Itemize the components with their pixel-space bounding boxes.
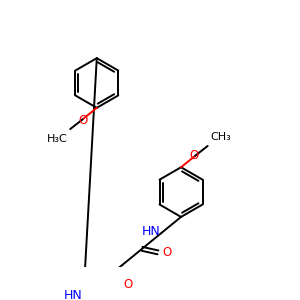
Text: HN: HN xyxy=(64,290,82,300)
Text: HN: HN xyxy=(142,226,161,238)
Text: CH₃: CH₃ xyxy=(210,132,231,142)
Text: O: O xyxy=(162,246,172,259)
Text: O: O xyxy=(79,114,88,127)
Text: O: O xyxy=(123,278,133,291)
Text: O: O xyxy=(190,149,199,162)
Text: H₃C: H₃C xyxy=(47,134,68,143)
